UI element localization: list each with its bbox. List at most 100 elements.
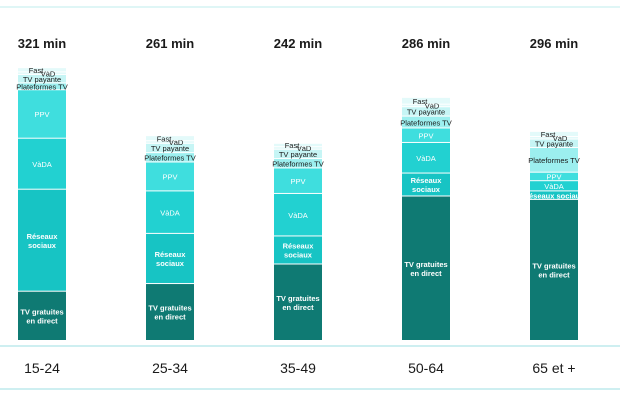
segment-label-tv-payante-15-24: TV payante <box>23 75 61 84</box>
segment-label-tv-payante-35-49: TV payante <box>279 150 317 159</box>
bar-segment-plateformes-tv-35-49 <box>274 159 322 168</box>
bar-segment-tv-payante-50-64 <box>402 107 450 116</box>
segment-label-fast-15-24: Fast <box>29 66 45 75</box>
bar-segment-fast-35-49 <box>274 143 322 147</box>
segment-label-reseaux-sociaux-50-64: Réseaux <box>411 176 443 185</box>
segment-label-plateformes-tv-50-64: Plateformes TV <box>400 118 452 127</box>
segment-label-tv-gratuites-en-direct-65-et: en direct <box>538 271 570 280</box>
bar-segment-vada-50-64 <box>402 142 450 173</box>
bar-segment-tv-gratuites-en-direct-65-et <box>530 199 578 340</box>
bar-segment-reseaux-sociaux-25-34 <box>146 233 194 284</box>
total-label-35-49: 242 min <box>274 36 322 51</box>
segment-label-plateformes-tv-15-24: Plateformes TV <box>16 83 68 92</box>
segment-label-plateformes-tv-65-et: Plateformes TV <box>528 156 580 165</box>
bar-segment-vada-65-et <box>530 181 578 191</box>
segment-label-reseaux-sociaux-65-et: Réseaux sociaux <box>524 191 586 200</box>
segment-label-vad-15-24: VàD <box>41 69 56 78</box>
bar-segment-reseaux-sociaux-35-49 <box>274 236 322 264</box>
bar-segment-vad-50-64 <box>402 104 450 107</box>
segment-label-vad-35-49: VàD <box>297 144 312 153</box>
segment-label-tv-gratuites-en-direct-35-49: TV gratuites <box>276 294 319 303</box>
segment-label-tv-gratuites-en-direct-15-24: TV gratuites <box>20 308 63 317</box>
bar-segment-tv-payante-35-49 <box>274 149 322 159</box>
segment-label-tv-gratuites-en-direct-15-24: en direct <box>26 317 58 326</box>
segment-label-tv-gratuites-en-direct-25-34: en direct <box>154 313 186 322</box>
segment-label-ppv-65-et: PPV <box>546 173 561 182</box>
bar-segment-vada-15-24 <box>18 138 66 189</box>
bar-segment-ppv-35-49 <box>274 168 322 193</box>
segment-label-reseaux-sociaux-50-64: sociaux <box>412 185 441 194</box>
segment-label-vad-50-64: VàD <box>425 102 440 111</box>
bar-segment-vad-65-et <box>530 137 578 139</box>
segment-label-vada-25-34: VàDA <box>160 208 180 217</box>
bar-segment-reseaux-sociaux-65-et <box>530 191 578 199</box>
segment-label-reseaux-sociaux-25-34: Réseaux <box>155 250 187 259</box>
segment-label-tv-payante-65-et: TV payante <box>535 140 573 149</box>
segment-label-reseaux-sociaux-35-49: sociaux <box>284 251 313 260</box>
bar-segment-fast-65-et <box>530 131 578 136</box>
bar-segment-vad-25-34 <box>146 141 194 143</box>
bar-segment-tv-gratuites-en-direct-25-34 <box>146 284 194 340</box>
segment-label-tv-gratuites-en-direct-25-34: TV gratuites <box>148 304 191 313</box>
bar-segment-ppv-50-64 <box>402 128 450 142</box>
segment-label-vada-15-24: VàDA <box>32 160 52 169</box>
total-label-15-24: 321 min <box>18 36 66 51</box>
total-label-50-64: 286 min <box>402 36 450 51</box>
bar-segment-vada-35-49 <box>274 193 322 236</box>
segment-label-reseaux-sociaux-15-24: Réseaux <box>27 232 59 241</box>
bar-segment-fast-25-34 <box>146 136 194 141</box>
category-label-15-24: 15-24 <box>24 360 60 376</box>
total-label-25-34: 261 min <box>146 36 194 51</box>
bar-segment-tv-payante-15-24 <box>18 74 66 83</box>
segment-label-vad-25-34: VàD <box>169 138 184 147</box>
segment-label-reseaux-sociaux-25-34: sociaux <box>156 259 185 268</box>
segment-label-vad-65-et: VàD <box>553 134 568 143</box>
bar-segment-fast-50-64 <box>402 97 450 104</box>
bar-segment-ppv-25-34 <box>146 162 194 191</box>
segment-label-vada-50-64: VàDA <box>416 154 436 163</box>
category-label-35-49: 35-49 <box>280 360 316 376</box>
bar-segment-tv-payante-65-et <box>530 139 578 148</box>
bar-segment-plateformes-tv-15-24 <box>18 83 66 90</box>
segment-label-tv-gratuites-en-direct-35-49: en direct <box>282 303 314 312</box>
category-label-25-34: 25-34 <box>152 360 188 376</box>
segment-label-ppv-25-34: PPV <box>162 173 177 182</box>
segment-label-tv-payante-50-64: TV payante <box>407 108 445 117</box>
segment-label-vada-65-et: VàDA <box>544 182 564 191</box>
bar-segment-ppv-65-et <box>530 172 578 181</box>
segment-label-reseaux-sociaux-15-24: sociaux <box>28 241 57 250</box>
total-label-65-et: 296 min <box>530 36 578 51</box>
segment-label-fast-25-34: Fast <box>157 134 173 143</box>
segment-label-plateformes-tv-25-34: Plateformes TV <box>144 154 196 163</box>
segment-label-tv-payante-25-34: TV payante <box>151 144 189 153</box>
bar-segment-tv-payante-25-34 <box>146 143 194 153</box>
bar-segment-tv-gratuites-en-direct-15-24 <box>18 291 66 340</box>
segment-label-ppv-15-24: PPV <box>34 110 49 119</box>
segment-label-fast-65-et: Fast <box>541 130 557 139</box>
segment-label-tv-gratuites-en-direct-65-et: TV gratuites <box>532 262 575 271</box>
bar-segment-vada-25-34 <box>146 191 194 233</box>
segment-label-tv-gratuites-en-direct-50-64: en direct <box>410 269 442 278</box>
bar-segment-fast-15-24 <box>18 68 66 72</box>
bar-segment-vad-35-49 <box>274 147 322 149</box>
segment-label-ppv-35-49: PPV <box>290 177 305 186</box>
segment-label-fast-35-49: Fast <box>285 141 301 150</box>
bar-segment-ppv-15-24 <box>18 90 66 138</box>
segment-label-vada-35-49: VàDA <box>288 211 308 220</box>
category-label-65-et: 65 et + <box>532 360 575 376</box>
segment-label-fast-50-64: Fast <box>413 97 429 106</box>
segment-label-reseaux-sociaux-35-49: Réseaux <box>283 242 315 251</box>
category-label-50-64: 50-64 <box>408 360 444 376</box>
bar-segment-plateformes-tv-25-34 <box>146 153 194 162</box>
bar-segment-plateformes-tv-65-et <box>530 148 578 172</box>
bar-segment-tv-gratuites-en-direct-50-64 <box>402 196 450 340</box>
segment-label-tv-gratuites-en-direct-50-64: TV gratuites <box>404 260 447 269</box>
bar-segment-reseaux-sociaux-15-24 <box>18 189 66 291</box>
bar-segment-plateformes-tv-50-64 <box>402 116 450 128</box>
bar-segment-reseaux-sociaux-50-64 <box>402 173 450 196</box>
segment-label-plateformes-tv-35-49: Plateformes TV <box>272 159 324 168</box>
bar-segment-tv-gratuites-en-direct-35-49 <box>274 264 322 340</box>
segment-label-ppv-50-64: PPV <box>418 131 433 140</box>
